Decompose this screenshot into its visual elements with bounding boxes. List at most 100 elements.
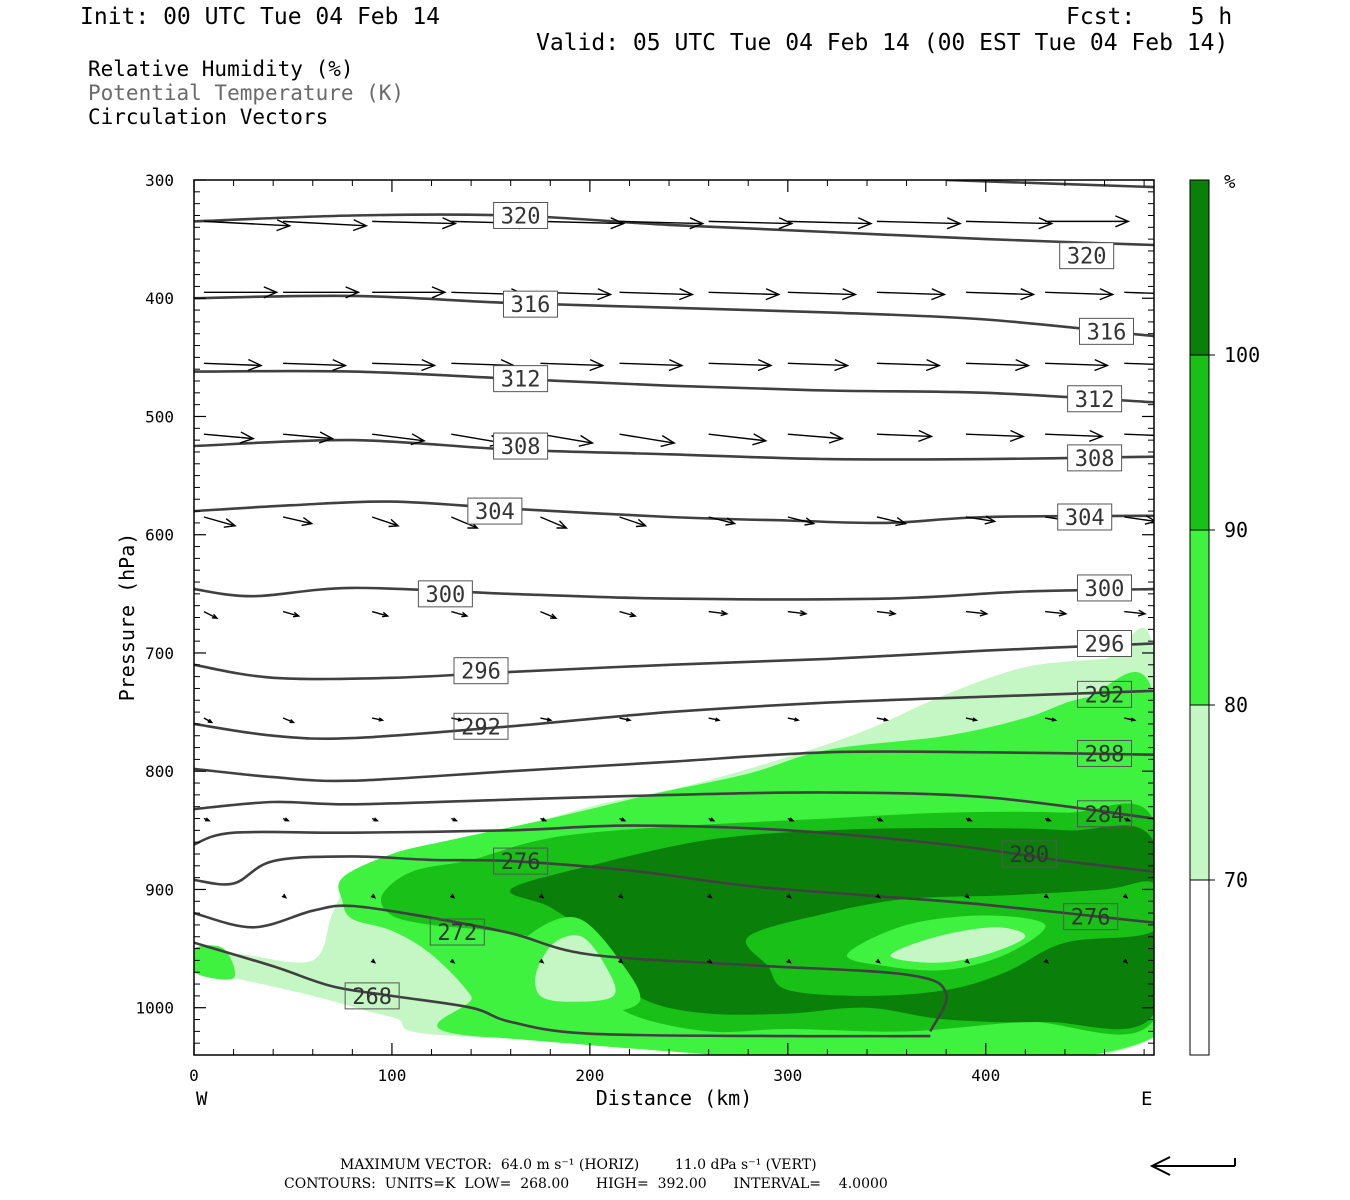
rh-region-70-7 <box>890 927 1026 963</box>
theta-contour-276 <box>194 855 1154 924</box>
y-tick-label: 500 <box>145 407 174 426</box>
vector-arrow <box>965 817 973 822</box>
svg-text:276: 276 <box>501 850 541 875</box>
vector-arrow <box>449 893 456 899</box>
contour-label-280: 280 <box>1001 840 1057 868</box>
vector-arrow <box>787 516 816 526</box>
vector-arrow <box>786 893 792 899</box>
contour-label-316: 316 <box>502 290 558 318</box>
theta-contours <box>194 180 1154 1038</box>
vector-arrow <box>876 717 890 722</box>
colorbar-tick-label: 90 <box>1224 518 1248 542</box>
contour-label-284: 284 <box>1077 800 1133 828</box>
vector-arrow <box>1045 609 1068 617</box>
theta-contour-288 <box>194 750 1154 783</box>
colorbar-segment <box>1190 880 1209 1055</box>
vector-arrow <box>619 610 637 618</box>
vector-arrow <box>618 893 624 899</box>
forecast-hour: Fcst: 5 h <box>1066 4 1233 30</box>
vector-arrow <box>708 516 737 526</box>
vector-arrow <box>618 958 624 964</box>
y-tick-label: 900 <box>145 880 174 899</box>
contour-label-300: 300 <box>1077 574 1133 602</box>
vector-arrow <box>1124 817 1132 822</box>
svg-text:272: 272 <box>437 921 477 946</box>
vector-arrow <box>787 609 808 617</box>
rh-region-70-9 <box>535 935 616 1002</box>
svg-text:312: 312 <box>501 368 541 393</box>
vector-arrow <box>619 516 648 528</box>
vector-arrow <box>281 893 288 899</box>
colorbar-segment <box>1190 355 1209 530</box>
colorbar-segment <box>1190 530 1209 705</box>
vector-arrow <box>1124 362 1154 366</box>
vector-arrow <box>1044 817 1052 822</box>
svg-text:288: 288 <box>1085 742 1125 767</box>
rh-shading <box>194 627 1154 1055</box>
svg-text:308: 308 <box>501 435 541 460</box>
vector-arrow <box>371 516 400 528</box>
vector-arrow <box>203 286 279 299</box>
vector-arrow <box>965 515 997 525</box>
contour-label-300: 300 <box>417 580 473 608</box>
colorbar-unit: % <box>1224 171 1236 193</box>
vector-arrow <box>708 288 781 301</box>
svg-text:320: 320 <box>1067 245 1107 270</box>
vector-arrow <box>203 431 256 444</box>
legend-vectors: Circulation Vectors <box>88 105 329 129</box>
colorbar: 70 80 90 100 <box>1189 179 1260 1056</box>
x-tick-label: 0 <box>189 1066 199 1085</box>
vector-arrow <box>540 516 569 529</box>
vector-arrow <box>451 717 464 722</box>
vector-arrow <box>876 217 962 230</box>
svg-text:300: 300 <box>426 583 466 608</box>
contour-label-312: 312 <box>1067 385 1123 413</box>
vector-arrow <box>538 958 545 964</box>
vector-arrow <box>1122 958 1129 964</box>
vector-arrow <box>451 610 469 618</box>
vector-arrow <box>708 217 794 230</box>
vector-arrow <box>619 817 627 822</box>
vector-arrow <box>965 358 1031 372</box>
vector-arrow <box>282 516 314 527</box>
vector-arrow <box>707 893 713 899</box>
vector-arrow <box>965 717 979 722</box>
y-tick-label: 400 <box>145 289 174 308</box>
vector-arrow <box>372 217 458 230</box>
x-tick-label: 400 <box>971 1066 1000 1085</box>
vector-arrow <box>964 893 970 899</box>
vector-arrow <box>708 717 721 722</box>
svg-text:292: 292 <box>1085 683 1125 708</box>
vector-arrow <box>786 958 792 964</box>
vector-arrow <box>787 358 850 372</box>
svg-text:296: 296 <box>461 660 501 685</box>
contour-label-320: 320 <box>1059 242 1115 270</box>
vector-arrow <box>707 958 713 964</box>
theta-contour-280 <box>194 824 1154 873</box>
theta-contour-300 <box>194 586 1154 601</box>
vector-arrow <box>282 610 301 618</box>
contour-label-292: 292 <box>1077 680 1133 708</box>
vector-arrow <box>540 717 553 722</box>
contour-info-note: CONTOURS: UNITS=K LOW= 268.00 HIGH= 392.… <box>284 1176 888 1192</box>
contour-label-292: 292 <box>453 712 509 740</box>
vector-arrow <box>619 433 676 448</box>
y-tick-label: 700 <box>145 644 174 663</box>
svg-text:320: 320 <box>501 204 541 229</box>
vector-arrow <box>282 717 296 724</box>
vector-arrow <box>875 958 881 964</box>
svg-text:300: 300 <box>1085 577 1125 602</box>
vector-arrow <box>372 286 447 299</box>
vector-arrow <box>203 610 219 620</box>
svg-text:304: 304 <box>475 500 515 525</box>
vector-arrow <box>449 958 456 964</box>
vector-arrow <box>965 609 989 617</box>
vector-arrow <box>876 358 942 372</box>
vector-arrow <box>965 217 1054 230</box>
contour-label-268: 268 <box>344 982 400 1010</box>
vector-arrow <box>1045 215 1131 228</box>
vector-arrow <box>370 958 377 964</box>
contour-label-288: 288 <box>1077 739 1133 767</box>
vector-arrow <box>203 817 211 822</box>
